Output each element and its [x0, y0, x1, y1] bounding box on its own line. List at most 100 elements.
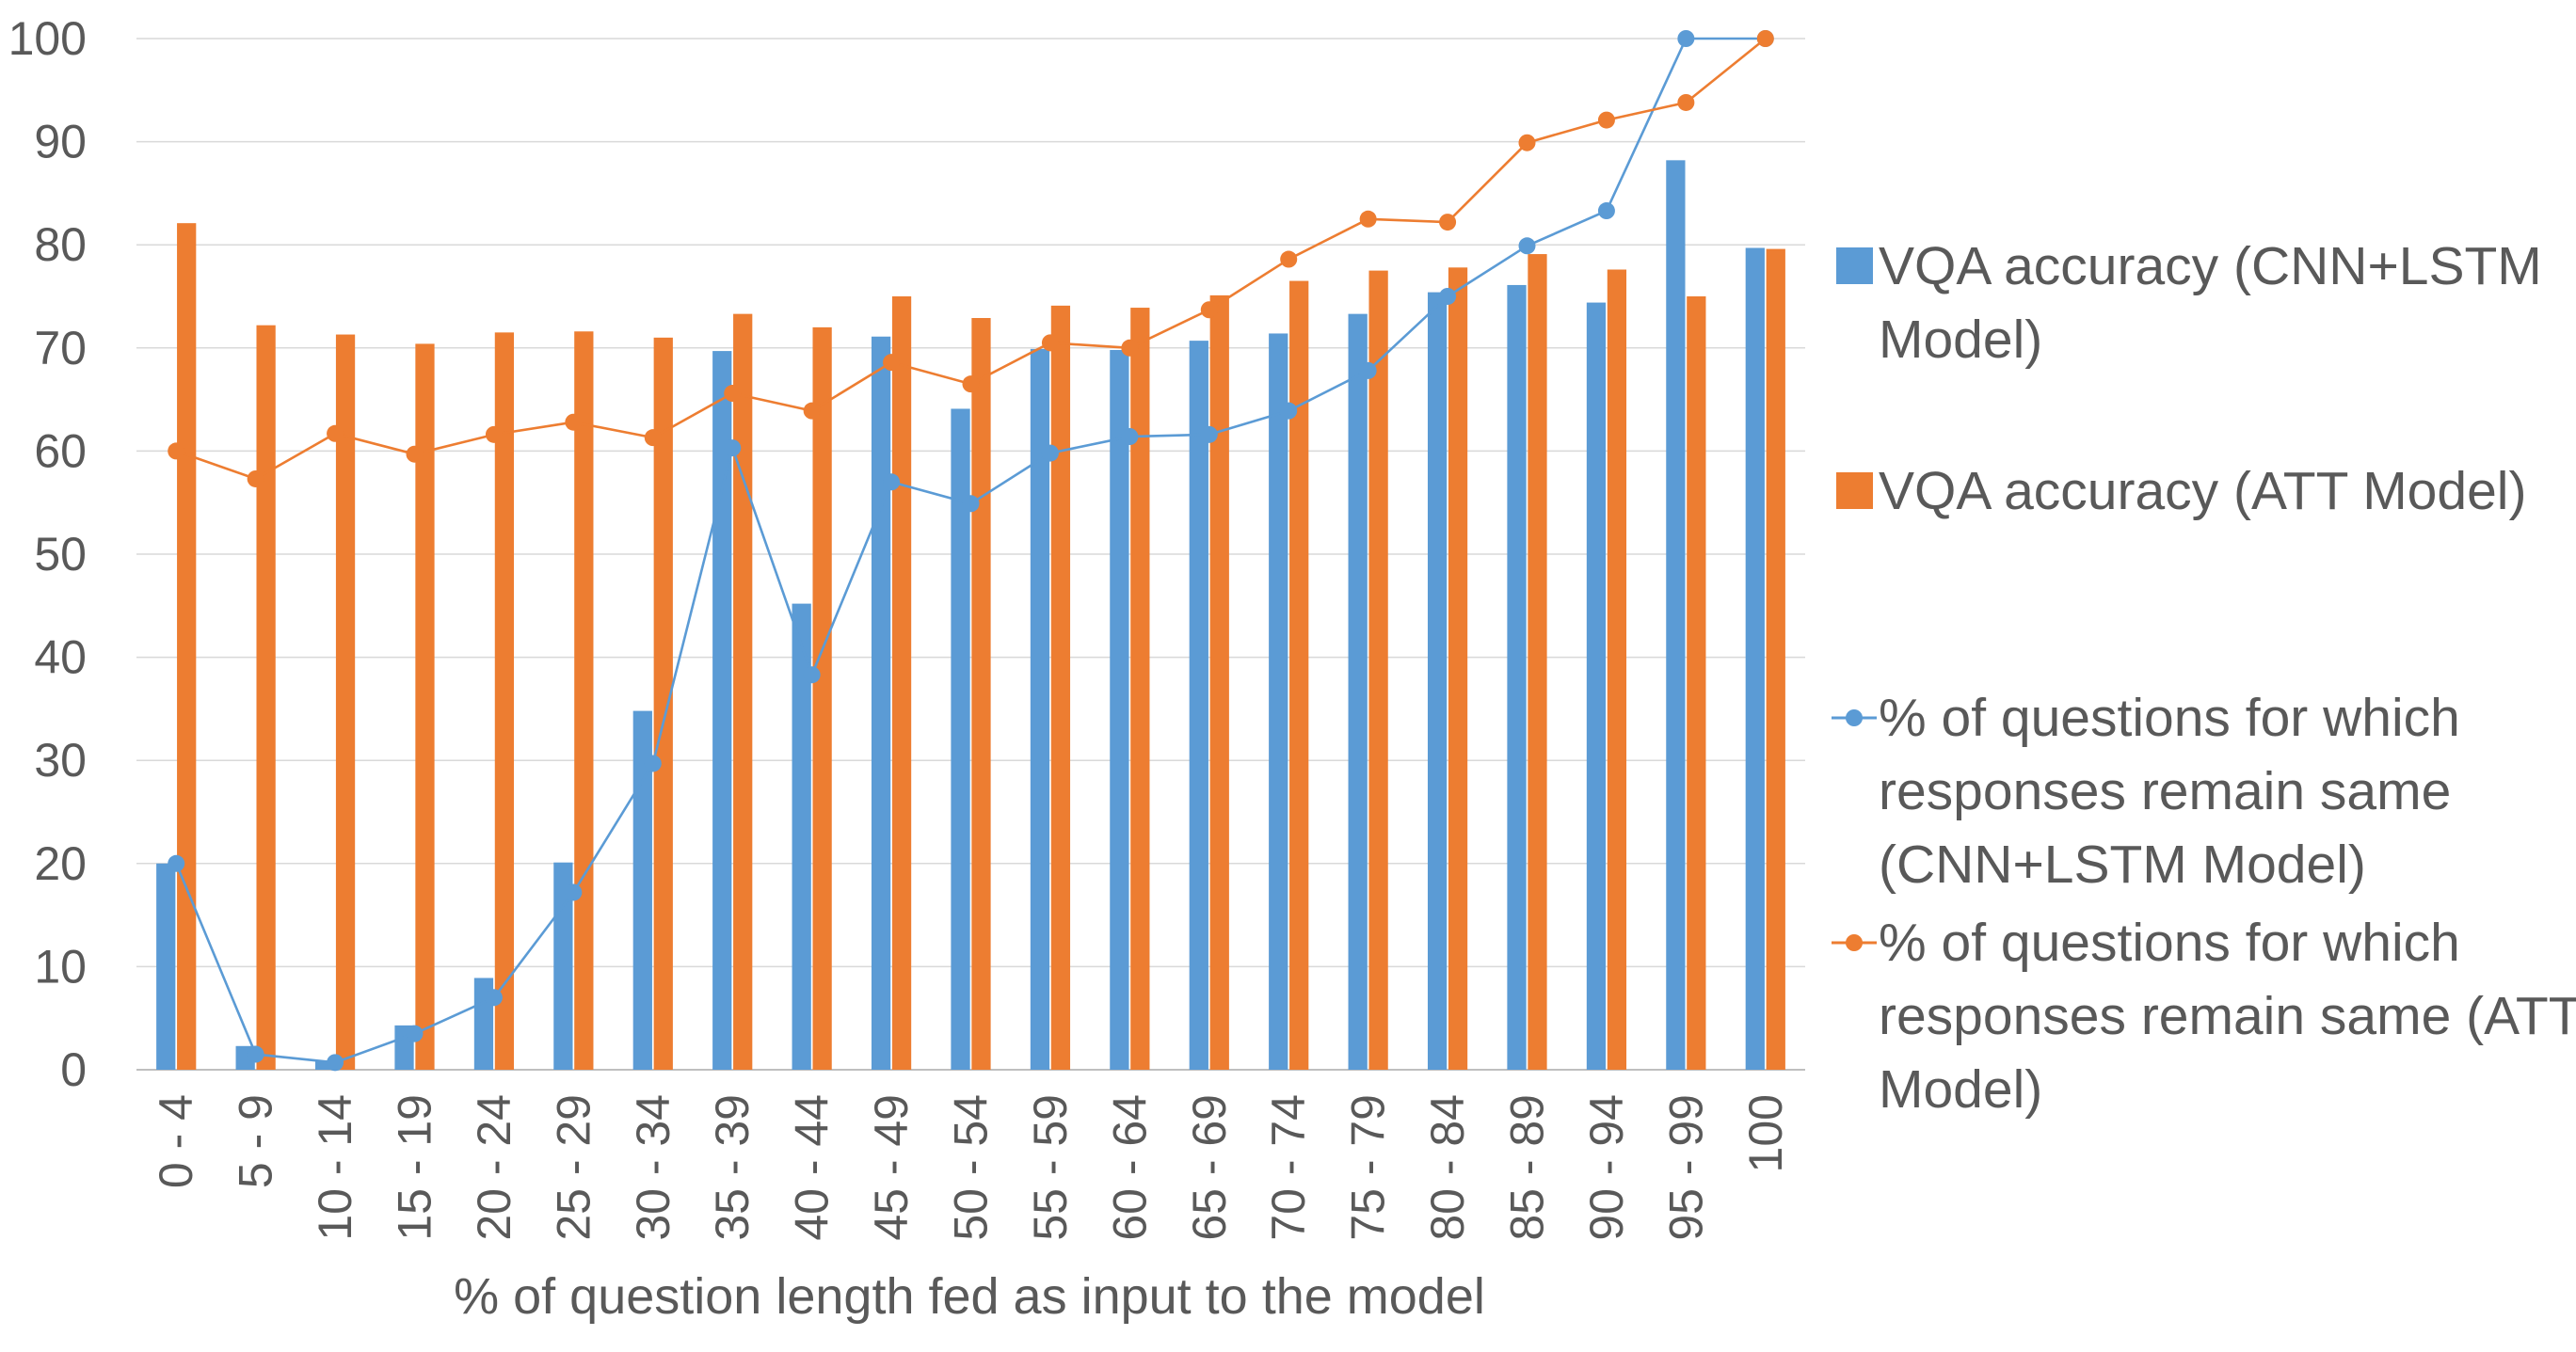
- bar-cnn-lstm: [1269, 333, 1288, 1070]
- x-tick-label: 100: [1739, 1094, 1792, 1172]
- y-tick-label: 10: [34, 940, 87, 993]
- y-axis-ticks: 0 10 20 30 40 50 60 70 80 90 100: [8, 12, 87, 1096]
- bar-att: [494, 332, 515, 1070]
- line-point-cnn-lstm: [1518, 237, 1536, 255]
- bar-cnn-lstm: [632, 710, 652, 1070]
- legend-entry-4-label-line: Model): [1879, 1059, 2042, 1120]
- y-tick-label: 70: [34, 322, 87, 374]
- line-point-att: [1677, 93, 1695, 111]
- bar-att: [177, 223, 197, 1070]
- x-tick-label: 80 - 84: [1421, 1094, 1474, 1241]
- line-series-att: [175, 37, 1767, 481]
- line-point-cnn-lstm: [247, 1045, 264, 1063]
- bar-att: [256, 325, 276, 1070]
- legend-entry-4-swatch-marker: [1846, 934, 1863, 951]
- x-tick-label: 70 - 74: [1262, 1094, 1315, 1241]
- line-point-cnn-lstm: [1597, 202, 1615, 220]
- line-point-cnn-lstm: [1200, 425, 1218, 443]
- bar-cnn-lstm: [1427, 292, 1448, 1071]
- bar-cnn-lstm: [712, 351, 732, 1070]
- lines: [175, 37, 1767, 1064]
- points: [168, 30, 1774, 1072]
- x-tick-label: 5 - 9: [230, 1094, 282, 1188]
- line-point-att: [1756, 30, 1774, 47]
- line-point-cnn-lstm: [1359, 361, 1377, 379]
- x-tick-label: 50 - 54: [945, 1094, 998, 1241]
- legend-entry-1-swatch: [1836, 247, 1873, 284]
- y-tick-label: 50: [34, 528, 87, 581]
- bar-cnn-lstm: [1507, 284, 1527, 1071]
- line-point-cnn-lstm: [724, 439, 742, 457]
- line-point-cnn-lstm: [168, 854, 185, 872]
- bar-att: [1130, 308, 1150, 1070]
- x-tick-label: 40 - 44: [786, 1094, 839, 1241]
- x-tick-label: 0 - 4: [150, 1094, 202, 1188]
- bar-att: [891, 296, 912, 1070]
- bar-cnn-lstm: [1745, 247, 1765, 1070]
- bar-att: [1607, 269, 1627, 1070]
- legend-entry-4-label-line: % of questions for which: [1879, 913, 2460, 973]
- x-axis-ticks: 0 - 4 5 - 9 10 - 14 15 - 19 20 - 24 25 - 29 30…: [150, 1094, 1792, 1241]
- line-point-cnn-lstm: [962, 495, 980, 513]
- legend-entry-2-swatch: [1836, 472, 1873, 509]
- line-point-cnn-lstm: [1041, 444, 1059, 462]
- line-point-att: [327, 424, 344, 442]
- line-point-att: [565, 413, 583, 431]
- x-tick-label: 85 - 89: [1501, 1094, 1554, 1241]
- bar-att: [971, 318, 991, 1070]
- bars: [156, 160, 1785, 1071]
- x-tick-label: 60 - 64: [1103, 1094, 1156, 1241]
- y-tick-label: 20: [34, 837, 87, 890]
- line-point-cnn-lstm: [883, 473, 901, 491]
- line-point-cnn-lstm: [565, 883, 583, 901]
- bar-att: [1368, 270, 1388, 1071]
- bar-att: [733, 313, 753, 1071]
- bar-cnn-lstm: [871, 336, 891, 1070]
- legend-entry-3-label-line: % of questions for which: [1879, 688, 2460, 748]
- legend-entry-1-label-line: VQA accuracy (CNN+LSTM: [1879, 236, 2542, 296]
- y-tick-label: 60: [34, 424, 87, 477]
- x-tick-label: 10 - 14: [309, 1094, 361, 1241]
- bar-cnn-lstm: [1110, 349, 1129, 1070]
- x-tick-label: 20 - 24: [468, 1094, 520, 1241]
- line-point-att: [1280, 250, 1298, 268]
- line-point-att: [406, 445, 424, 463]
- line-point-cnn-lstm: [1439, 288, 1457, 305]
- line-point-cnn-lstm: [1677, 30, 1695, 47]
- legend: VQA accuracy (CNN+LSTM Model)VQA accuracy…: [1832, 236, 2576, 1120]
- bar-att: [1687, 296, 1706, 1070]
- y-tick-label: 40: [34, 631, 87, 684]
- legend-entry-3-label-line: responses remain same: [1879, 761, 2451, 821]
- line-point-att: [1041, 334, 1059, 352]
- line-point-cnn-lstm: [1121, 428, 1139, 446]
- x-tick-label: 65 - 69: [1183, 1094, 1236, 1241]
- legend-entry-2-label-line: VQA accuracy (ATT Model): [1879, 461, 2526, 521]
- legend-entry-1-label: VQA accuracy (CNN+LSTM Model): [1879, 236, 2542, 370]
- bar-cnn-lstm: [156, 863, 176, 1070]
- bar-att: [1448, 267, 1468, 1070]
- line-point-att: [168, 442, 185, 460]
- legend-entry-4-label: % of questions for which responses remain…: [1879, 913, 2576, 1120]
- y-tick-label: 30: [34, 734, 87, 787]
- line-point-att: [1200, 301, 1218, 319]
- line-point-cnn-lstm: [406, 1025, 424, 1042]
- line-point-cnn-lstm: [327, 1054, 344, 1072]
- x-tick-label: 15 - 19: [389, 1094, 441, 1241]
- x-tick-label: 95 - 99: [1659, 1094, 1712, 1241]
- line-point-att: [247, 469, 264, 487]
- bar-att: [1528, 254, 1547, 1071]
- line-point-att: [724, 385, 742, 403]
- x-tick-label: 30 - 34: [627, 1094, 680, 1241]
- x-tick-label: 25 - 29: [547, 1094, 600, 1241]
- line-point-cnn-lstm: [803, 666, 821, 684]
- bar-cnn-lstm: [951, 408, 970, 1070]
- bar-cnn-lstm: [1189, 341, 1208, 1070]
- bar-att: [1050, 305, 1071, 1070]
- legend-entry-4-label-line: responses remain same (ATT: [1879, 986, 2576, 1046]
- line-point-cnn-lstm: [644, 755, 662, 772]
- y-tick-label: 90: [34, 116, 87, 168]
- line-point-att: [485, 425, 503, 443]
- x-tick-label: 45 - 49: [865, 1094, 918, 1241]
